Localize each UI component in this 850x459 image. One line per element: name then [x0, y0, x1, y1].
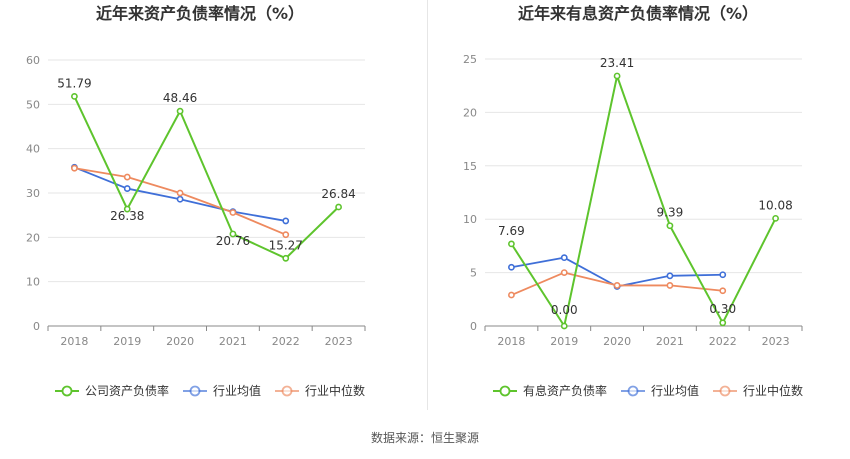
data-label: 7.69: [498, 224, 525, 238]
data-label: 0.00: [551, 303, 578, 317]
data-label: 48.46: [163, 91, 197, 105]
x-tick-label: 2022: [272, 335, 300, 348]
data-label: 20.76: [216, 234, 250, 248]
data-label: 10.08: [758, 198, 792, 212]
data-point: [282, 254, 290, 262]
legend-swatch-marker: [189, 385, 201, 397]
y-tick-label: 25: [463, 53, 477, 66]
x-tick-label: 2018: [497, 335, 525, 348]
data-point: [176, 107, 184, 115]
data-point: [335, 203, 342, 211]
x-tick-label: 2023: [325, 335, 353, 348]
data-point: [613, 72, 621, 80]
y-tick-label: 5: [470, 267, 477, 280]
data-label: 9.39: [657, 206, 684, 220]
x-tick-label: 2019: [113, 335, 141, 348]
y-tick-label: 40: [26, 143, 40, 156]
data-point: [176, 189, 184, 197]
data-point: [508, 291, 515, 299]
data-point: [719, 271, 727, 279]
data-point: [719, 319, 727, 327]
data-point: [719, 287, 727, 295]
data-label: 26.84: [321, 187, 355, 201]
x-tick-label: 2021: [219, 335, 247, 348]
x-tick-label: 2022: [709, 335, 737, 348]
data-point: [508, 263, 515, 271]
legend-swatch-marker: [499, 385, 511, 397]
data-label: 15.27: [269, 238, 303, 252]
legend-label: 公司资产负债率: [85, 383, 169, 398]
y-tick-label: 10: [463, 213, 477, 226]
x-tick-label: 2019: [550, 335, 578, 348]
data-point: [282, 217, 290, 225]
data-label: 26.38: [110, 209, 144, 223]
legend-label: 行业中位数: [305, 383, 365, 398]
legend-swatch-marker: [627, 385, 639, 397]
x-tick-label: 2020: [603, 335, 631, 348]
data-point: [282, 231, 290, 239]
x-tick-label: 2023: [762, 335, 790, 348]
data-point: [229, 209, 237, 216]
data-point: [508, 240, 515, 248]
data-point: [71, 164, 78, 172]
y-tick-label: 60: [26, 54, 40, 67]
data-label: 0.30: [709, 302, 736, 316]
y-tick-label: 0: [33, 320, 40, 333]
x-tick-label: 2018: [60, 335, 88, 348]
data-label: 51.79: [57, 76, 91, 90]
chart-title: 近年来有息资产负债率情况（%）: [518, 4, 758, 23]
series-line-0: [73, 95, 340, 260]
series-line-0: [510, 74, 777, 327]
data-point: [71, 92, 78, 100]
legend-swatch-marker: [281, 385, 293, 397]
y-tick-label: 50: [26, 98, 40, 111]
legend-label: 行业均值: [213, 383, 261, 398]
data-point: [666, 282, 674, 289]
data-point: [613, 282, 621, 289]
data-point: [772, 214, 779, 222]
legend-label: 行业中位数: [743, 383, 803, 398]
data-label: 23.41: [600, 56, 634, 70]
data-point: [560, 322, 568, 330]
chart-title: 近年来资产负债率情况（%）: [96, 4, 304, 23]
data-point: [229, 230, 237, 238]
data-point: [123, 185, 131, 192]
panel-divider: [427, 0, 428, 410]
data-point: [176, 195, 184, 203]
x-tick-label: 2020: [166, 335, 194, 348]
y-tick-label: 10: [26, 276, 40, 289]
data-point: [666, 272, 674, 280]
source-note: 数据来源：恒生聚源: [370, 431, 479, 445]
legend-label: 行业均值: [651, 383, 699, 398]
y-tick-label: 0: [470, 320, 477, 333]
data-point: [123, 173, 131, 181]
data-point: [123, 205, 131, 213]
legend-swatch-marker: [61, 385, 73, 397]
legend-label: 有息资产负债率: [523, 383, 607, 398]
y-tick-label: 20: [26, 231, 40, 244]
y-tick-label: 20: [463, 106, 477, 119]
x-tick-label: 2021: [656, 335, 684, 348]
data-point: [666, 222, 674, 230]
data-point: [560, 254, 568, 262]
y-tick-label: 30: [26, 187, 40, 200]
legend-swatch-marker: [719, 385, 731, 397]
data-point: [560, 269, 568, 276]
y-tick-label: 15: [463, 160, 477, 173]
